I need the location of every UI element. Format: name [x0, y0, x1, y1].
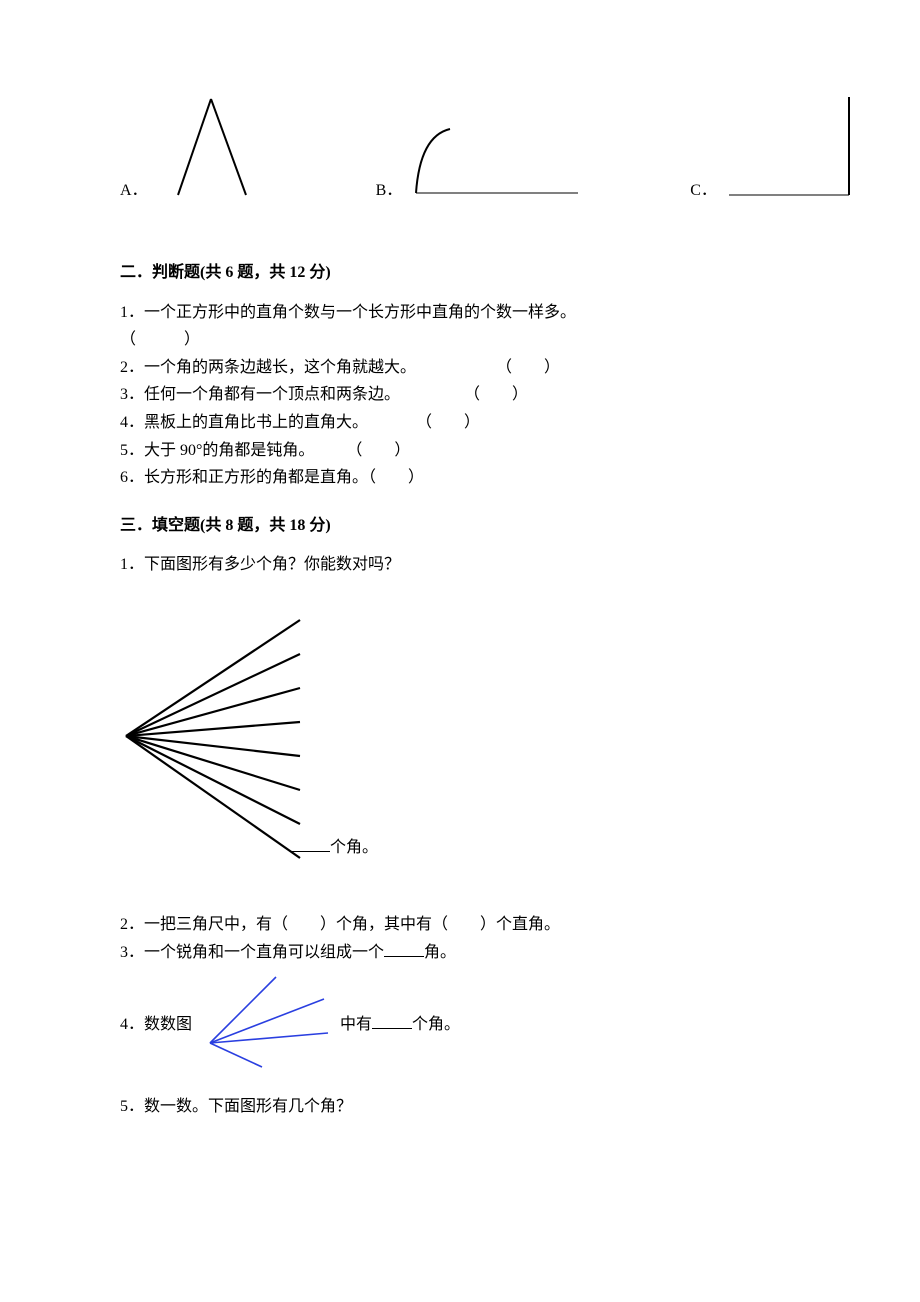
section2-heading: 二．判断题(共 6 题，共 12 分) [120, 260, 800, 286]
s2-q2: 2．一个角的两条边越长，这个角就越大。 （ ） [120, 355, 800, 381]
s3-q1: 1．下面图形有多少个角？你能数对吗？ [120, 552, 800, 578]
s3-q1-blank [290, 836, 330, 852]
s2-q3: 3．任何一个角都有一个顶点和两条边。 （ ） [120, 382, 800, 408]
s2-q4: 4．黑板上的直角比书上的直角大。 （ ） [120, 410, 800, 436]
s3-q4: 4．数数图 中有 个角。 [120, 971, 800, 1080]
option-b-figure [410, 121, 580, 210]
s2-q5: 5．大于 90°的角都是钝角。 （ ） [120, 438, 800, 464]
option-a-figure [156, 91, 266, 210]
s3-q3: 3．一个锐角和一个直角可以组成一个 角。 [120, 940, 800, 966]
s3-q3-part-b: 角。 [424, 944, 456, 961]
s3-q3-blank [384, 941, 424, 957]
s3-q4-part-c: 个角。 [412, 1016, 460, 1033]
s3-q5: 5．数一数。下面图形有几个角？ [120, 1094, 800, 1120]
mc-options-row: A． B． C． [120, 80, 800, 210]
s2-q1-line2: （ ） [120, 327, 800, 353]
option-c-figure [725, 91, 855, 210]
s3-q4-blank [372, 1013, 412, 1029]
option-b-label: B． [376, 178, 403, 210]
s2-q1-line1: 1．一个正方形中的直角个数与一个长方形中直角的个数一样多。 [120, 300, 800, 326]
option-a-label: A． [120, 178, 148, 210]
fan-4-rays-figure [196, 971, 336, 1080]
option-c: C． [690, 91, 855, 210]
s3-q3-part-a: 3．一个锐角和一个直角可以组成一个 [120, 944, 384, 961]
option-c-label: C． [690, 178, 717, 210]
s3-q4-part-a: 4．数数图 [120, 1016, 192, 1033]
option-a: A． [120, 91, 266, 210]
s3-q2: 2．一把三角尺中，有（ ）个角，其中有（ ）个直角。 [120, 912, 800, 938]
s3-q1-suffix: 个角。 [330, 839, 378, 856]
s3-q4-part-b: 中有 [340, 1016, 372, 1033]
s2-q6: 6．长方形和正方形的角都是直角。（ ） [120, 465, 800, 491]
section3-heading: 三．填空题(共 8 题，共 18 分) [120, 513, 800, 539]
s3-q1-figure-block: 个角。 [120, 606, 800, 860]
worksheet-page: A． B． C． [0, 0, 920, 1222]
option-b: B． [376, 121, 581, 210]
